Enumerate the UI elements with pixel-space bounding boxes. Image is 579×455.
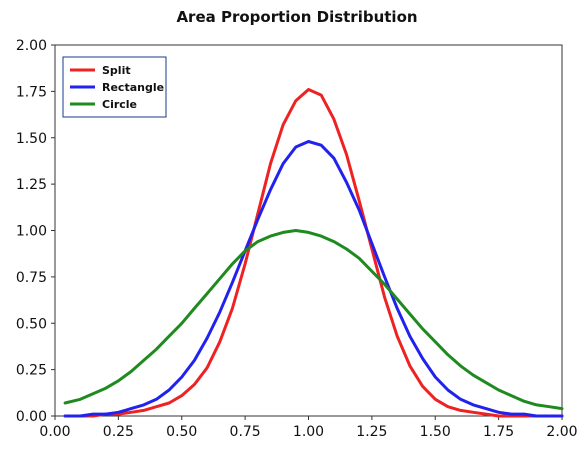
x-tick-label: 0.75	[230, 424, 261, 440]
y-tick-label: 1.50	[16, 131, 47, 147]
series-line-circle	[63, 229, 564, 411]
y-tick-label: 0.50	[16, 316, 47, 332]
x-tick-label: 0.25	[103, 424, 134, 440]
y-tick-label: 0.00	[16, 409, 47, 425]
chart-title: Area Proportion Distribution	[176, 8, 417, 26]
series-line-rectangle	[63, 140, 564, 418]
legend-label-split: Split	[102, 64, 131, 77]
y-tick-label: 2.00	[16, 38, 47, 54]
y-tick-label: 1.25	[16, 177, 47, 193]
y-tick-label: 0.75	[16, 270, 47, 286]
x-tick-label: 1.00	[293, 424, 324, 440]
x-tick-label: 1.25	[356, 424, 387, 440]
y-tick-label: 1.00	[16, 224, 47, 240]
y-tick-label: 1.75	[16, 84, 47, 100]
legend: Split Rectangle Circle	[62, 56, 167, 118]
axis-ticks: 0.00 0.25 0.50 0.75 1.00 1.25 1.50 1.75 2.00 0.00…	[16, 38, 578, 440]
x-tick-label: 2.00	[546, 424, 577, 440]
x-tick-label: 0.50	[166, 424, 197, 440]
series-layer	[63, 88, 564, 418]
x-tick-label: 1.50	[420, 424, 451, 440]
legend-label-rectangle: Rectangle	[102, 81, 164, 94]
x-tick-label: 0.00	[39, 424, 70, 440]
y-tick-label: 0.25	[16, 363, 47, 379]
legend-label-circle: Circle	[102, 98, 137, 111]
series-line-split	[63, 88, 564, 418]
x-tick-label: 1.75	[483, 424, 514, 440]
